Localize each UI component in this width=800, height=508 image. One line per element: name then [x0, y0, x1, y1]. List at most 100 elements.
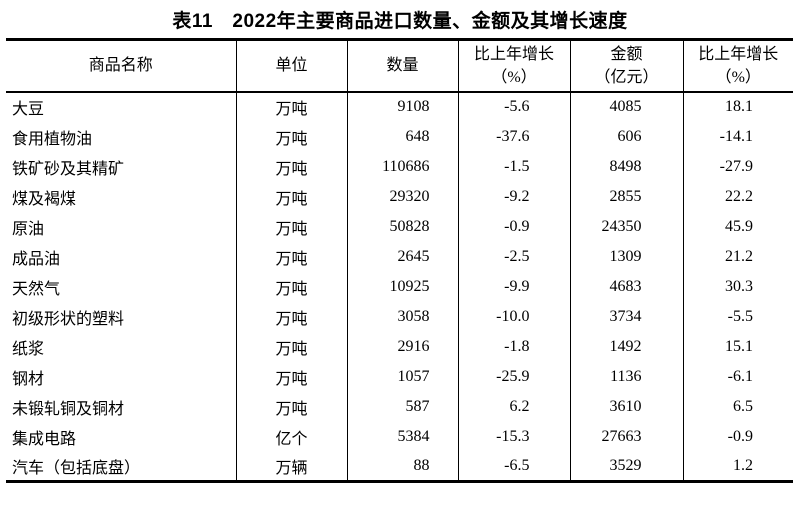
amount-growth-cell: 15.1 — [682, 331, 793, 362]
amount-growth-cell: -14.1 — [682, 121, 793, 152]
col-header-commodity: 商品名称 — [6, 39, 236, 93]
table-row: 原油 万吨 50828 -0.9 24350 45.9 — [6, 211, 793, 242]
quantity-growth-cell: 6.2 — [457, 391, 570, 422]
amount-growth-cell: 18.1 — [682, 91, 793, 122]
unit-cell: 万辆 — [235, 451, 347, 482]
col-header-line: （亿元） — [594, 68, 659, 86]
amount-cell: 606 — [569, 121, 683, 152]
quantity-cell: 9108 — [346, 91, 458, 122]
unit-cell: 万吨 — [235, 241, 347, 272]
commodity-name-cell: 初级形状的塑料 — [12, 310, 125, 328]
table-row: 汽车（包括底盘） 万辆 88 -6.5 3529 1.2 — [6, 451, 793, 482]
commodity-name-cell: 钢材 — [12, 370, 45, 388]
commodity-name-cell: 原油 — [12, 220, 45, 238]
unit-cell: 万吨 — [235, 151, 347, 182]
col-header-line: 金额 — [610, 45, 643, 63]
commodity-name-cell: 煤及褐煤 — [12, 190, 77, 208]
table-row: 未锻轧铜及铜材 万吨 587 6.2 3610 6.5 — [6, 391, 793, 422]
table-row: 铁矿砂及其精矿 万吨 110686 -1.5 8498 -27.9 — [6, 151, 793, 182]
commodity-name-cell: 汽车（包括底盘） — [12, 459, 141, 477]
amount-cell: 8498 — [569, 151, 683, 182]
table-row: 煤及褐煤 万吨 29320 -9.2 2855 22.2 — [6, 181, 793, 212]
quantity-growth-cell: -37.6 — [457, 121, 570, 152]
amount-growth-cell: -6.1 — [682, 361, 793, 392]
quantity-growth-cell: -5.6 — [457, 91, 570, 122]
table-title: 表11 2022年主要商品进口数量、金额及其增长速度 — [172, 11, 628, 32]
table-row: 集成电路 亿个 5384 -15.3 27663 -0.9 — [6, 421, 793, 452]
unit-cell: 万吨 — [235, 91, 347, 122]
col-header-line: 单位 — [275, 57, 308, 75]
col-header-line: （%） — [715, 68, 761, 86]
col-header-unit: 单位 — [235, 39, 347, 93]
quantity-cell: 88 — [346, 451, 458, 482]
amount-cell: 27663 — [569, 421, 683, 452]
col-header-amount: 金额 （亿元） — [569, 39, 683, 93]
unit-cell: 万吨 — [235, 331, 347, 362]
table-row: 初级形状的塑料 万吨 3058 -10.0 3734 -5.5 — [6, 301, 793, 332]
col-header-line: （%） — [491, 68, 537, 86]
quantity-cell: 648 — [346, 121, 458, 152]
col-header-line: 商品名称 — [88, 57, 153, 75]
amount-cell: 3610 — [569, 391, 683, 422]
quantity-growth-cell: -1.8 — [457, 331, 570, 362]
commodity-name-cell: 未锻轧铜及铜材 — [12, 400, 125, 418]
quantity-cell: 3058 — [346, 301, 458, 332]
quantity-growth-cell: -1.5 — [457, 151, 570, 182]
amount-growth-cell: 1.2 — [682, 451, 793, 482]
col-header-line: 比上年增长 — [473, 45, 554, 63]
amount-growth-cell: 45.9 — [682, 211, 793, 242]
quantity-growth-cell: -10.0 — [457, 301, 570, 332]
unit-cell: 万吨 — [235, 361, 347, 392]
amount-cell: 4683 — [569, 271, 683, 302]
table-header: 商品名称 单位 数量 比上年增长 （%） 金额 （亿元） 比上年增长 （%） — [6, 39, 793, 93]
amount-cell: 1136 — [569, 361, 683, 392]
quantity-growth-cell: -15.3 — [457, 421, 570, 452]
table-row: 天然气 万吨 10925 -9.9 4683 30.3 — [6, 271, 793, 302]
quantity-growth-cell: -6.5 — [457, 451, 570, 482]
amount-growth-cell: -0.9 — [682, 421, 793, 452]
commodity-name-cell: 成品油 — [12, 250, 61, 268]
quantity-growth-cell: -9.9 — [457, 271, 570, 302]
quantity-cell: 50828 — [346, 211, 458, 242]
commodity-name-cell: 大豆 — [12, 101, 45, 118]
quantity-cell: 10925 — [346, 271, 458, 302]
quantity-growth-cell: -2.5 — [457, 241, 570, 272]
amount-growth-cell: -5.5 — [682, 301, 793, 332]
quantity-cell: 29320 — [346, 181, 458, 212]
table-body: 大豆 万吨 9108 -5.6 4085 18.1 食用植物油 万吨 648 -37.6 606 -1… — [6, 91, 793, 482]
commodity-name-cell: 食用植物油 — [12, 130, 93, 148]
quantity-growth-cell: -25.9 — [457, 361, 570, 392]
amount-cell: 24350 — [569, 211, 683, 242]
unit-cell: 万吨 — [235, 181, 347, 212]
import-commodities-table: 商品名称 单位 数量 比上年增长 （%） 金额 （亿元） 比上年增长 （%） — [6, 38, 793, 483]
unit-cell: 万吨 — [235, 301, 347, 332]
commodity-name-cell: 铁矿砂及其精矿 — [12, 160, 125, 178]
amount-cell: 1309 — [569, 241, 683, 272]
commodity-name-cell: 纸浆 — [12, 340, 45, 358]
amount-growth-cell: 30.3 — [682, 271, 793, 302]
unit-cell: 万吨 — [235, 391, 347, 422]
commodity-name-cell: 集成电路 — [12, 430, 77, 448]
amount-growth-cell: 22.2 — [682, 181, 793, 212]
commodity-name-cell: 天然气 — [12, 280, 61, 298]
table-row: 大豆 万吨 9108 -5.6 4085 18.1 — [6, 91, 793, 122]
quantity-cell: 2645 — [346, 241, 458, 272]
unit-cell: 万吨 — [235, 271, 347, 302]
col-header-quantity-growth: 比上年增长 （%） — [457, 39, 570, 93]
quantity-cell: 1057 — [346, 361, 458, 392]
amount-growth-cell: 21.2 — [682, 241, 793, 272]
amount-cell: 4085 — [569, 91, 683, 122]
col-header-line: 数量 — [386, 57, 419, 75]
table-row: 纸浆 万吨 2916 -1.8 1492 15.1 — [6, 331, 793, 362]
quantity-growth-cell: -0.9 — [457, 211, 570, 242]
table-row: 成品油 万吨 2645 -2.5 1309 21.2 — [6, 241, 793, 272]
quantity-cell: 2916 — [346, 331, 458, 362]
amount-cell: 2855 — [569, 181, 683, 212]
amount-cell: 3529 — [569, 451, 683, 482]
quantity-growth-cell: -9.2 — [457, 181, 570, 212]
quantity-cell: 110686 — [346, 151, 458, 182]
col-header-quantity: 数量 — [346, 39, 458, 93]
unit-cell: 亿个 — [235, 421, 347, 452]
amount-growth-cell: 6.5 — [682, 391, 793, 422]
unit-cell: 万吨 — [235, 121, 347, 152]
